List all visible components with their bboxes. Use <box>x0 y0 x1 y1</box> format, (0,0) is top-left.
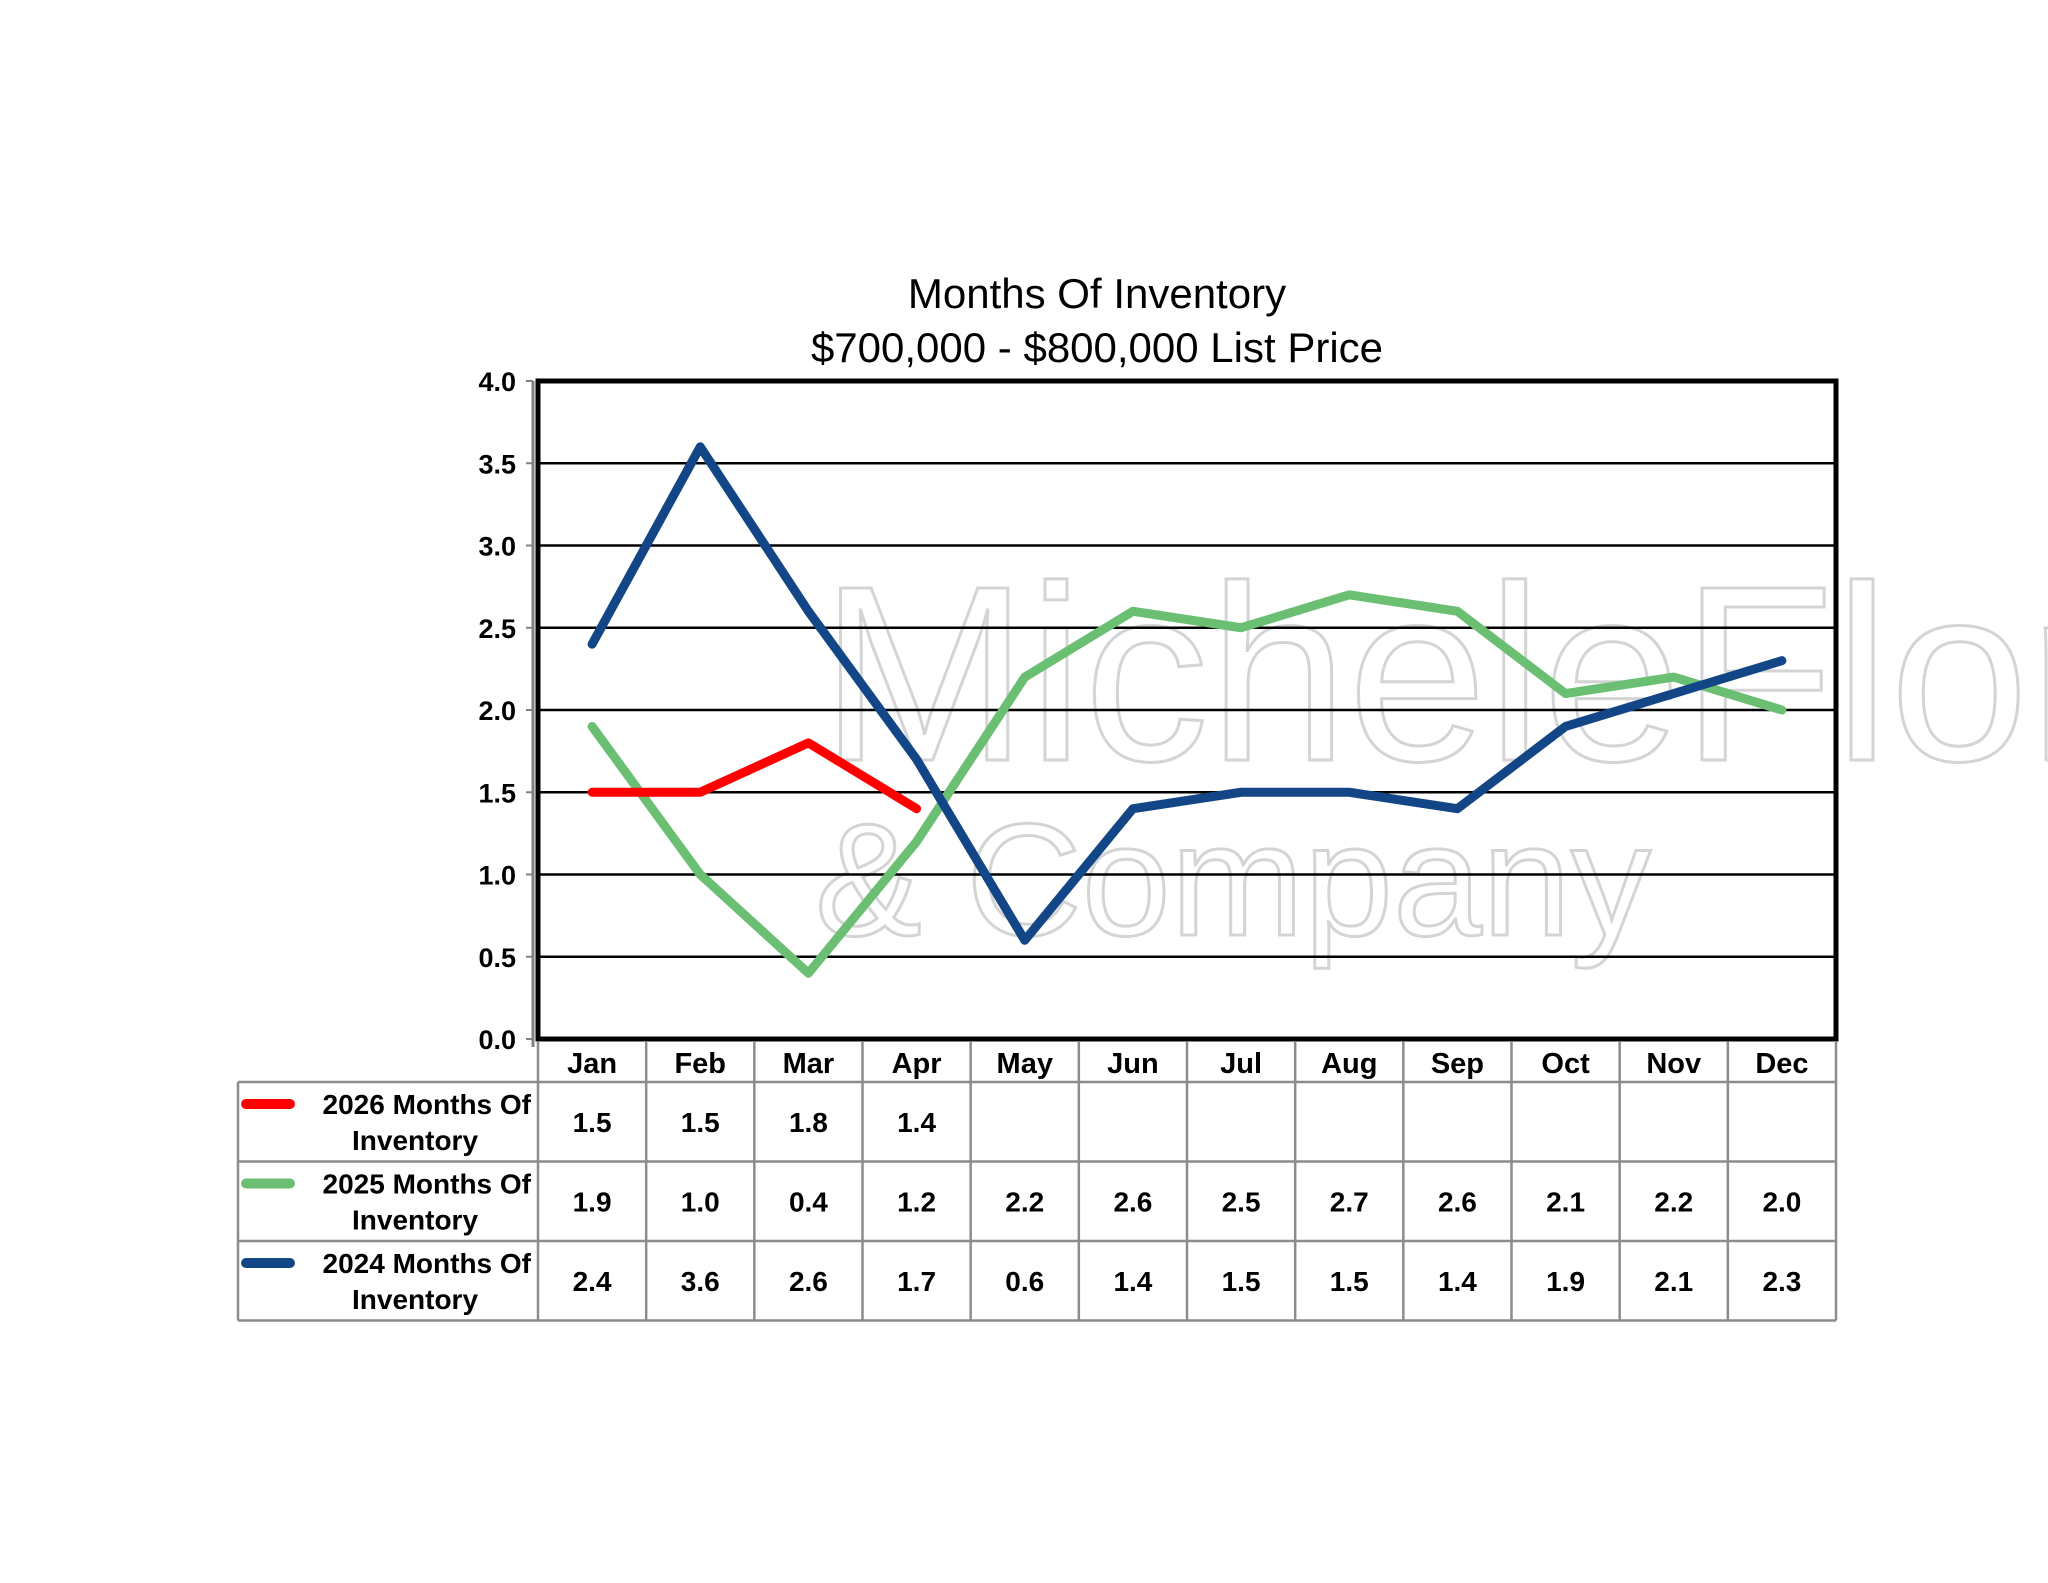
y-tick-label: 1.0 <box>478 861 516 891</box>
x-tick-label: Apr <box>892 1048 942 1080</box>
data-table: Jan Feb Mar Apr May Jun Jul Aug Sep Oct Nov Dec 2026… <box>236 1042 1838 1322</box>
table-cell-value: 0.6 <box>1005 1266 1044 1297</box>
table-cell-value: 2.6 <box>1113 1186 1152 1217</box>
x-tick-label: Sep <box>1431 1048 1484 1080</box>
y-tick-label: 0.0 <box>478 1025 516 1055</box>
table-cell-value: 1.5 <box>573 1107 612 1138</box>
series-lines <box>587 442 1787 978</box>
chart-title: Months Of Inventory <box>908 270 1286 317</box>
legend-label: 2024 Months Of <box>323 1248 532 1279</box>
table-cell-value: 3.6 <box>681 1266 720 1297</box>
table-cell-value: 2.0 <box>1762 1186 1801 1217</box>
x-tick-label: Dec <box>1755 1048 1808 1080</box>
x-tick-label: Feb <box>674 1048 726 1080</box>
x-tick-label: Aug <box>1321 1048 1377 1080</box>
series-line-2026 <box>587 738 922 814</box>
legend-label: Inventory <box>352 1125 478 1156</box>
table-cell-value: 2.2 <box>1005 1186 1044 1217</box>
watermark-name: MicheleFlory <box>820 534 2048 813</box>
y-tick-label: 2.5 <box>478 614 516 644</box>
table-cell-value: 2.4 <box>573 1266 612 1297</box>
legend-label: 2026 Months Of <box>323 1089 532 1120</box>
table-cell-value: 0.4 <box>789 1186 828 1217</box>
legend-label: Inventory <box>352 1205 478 1236</box>
x-tick-label: Jul <box>1220 1048 1262 1080</box>
table-cell-value: 2.7 <box>1330 1186 1369 1217</box>
x-tick-label: Nov <box>1646 1048 1701 1080</box>
y-axis: 0.0 0.5 1.0 1.5 2.0 2.5 3.0 3.5 4.0 <box>478 367 535 1055</box>
x-tick-label: Oct <box>1541 1048 1590 1080</box>
table-cell-value: 1.0 <box>681 1186 720 1217</box>
table-cell-value: 1.5 <box>1222 1266 1261 1297</box>
table-cell-value: 1.9 <box>1546 1266 1585 1297</box>
table-cell-value: 2.1 <box>1546 1186 1585 1217</box>
table-cell-value: 1.4 <box>1113 1266 1152 1297</box>
table-cell-value: 2.5 <box>1222 1186 1261 1217</box>
x-tick-label: Mar <box>783 1048 835 1080</box>
legend-label: 2025 Months Of <box>323 1169 532 1200</box>
legend-label: Inventory <box>352 1284 478 1315</box>
table-cell-value: 2.1 <box>1654 1266 1693 1297</box>
chart-subtitle: $700,000 - $800,000 List Price <box>811 324 1383 371</box>
x-tick-label: May <box>997 1048 1053 1080</box>
series-line-2024 <box>587 442 1787 945</box>
watermark-company: & Company <box>815 790 1651 969</box>
plot-area-border <box>535 378 1839 1042</box>
y-tick-label: 3.5 <box>478 449 516 479</box>
table-cell-value: 2.2 <box>1654 1186 1693 1217</box>
table-cell-value: 2.3 <box>1762 1266 1801 1297</box>
table-cell-value: 1.9 <box>573 1186 612 1217</box>
table-cell-value: 1.5 <box>1330 1266 1369 1297</box>
y-tick-label: 2.0 <box>478 696 516 726</box>
series-line-2025 <box>587 590 1787 978</box>
table-cell-value: 1.4 <box>897 1107 936 1138</box>
x-tick-label: Jan <box>567 1048 617 1080</box>
table-cell-value: 1.2 <box>897 1186 936 1217</box>
x-tick-label: Jun <box>1107 1048 1159 1080</box>
table-cell-value: 1.4 <box>1438 1266 1477 1297</box>
table-cell-value: 1.8 <box>789 1107 828 1138</box>
y-tick-label: 3.0 <box>478 532 516 562</box>
table-cell-value: 1.7 <box>897 1266 936 1297</box>
y-tick-label: 1.5 <box>478 778 516 808</box>
table-cell-value: 2.6 <box>1438 1186 1477 1217</box>
y-tick-label: 0.5 <box>478 943 516 973</box>
y-tick-label: 4.0 <box>478 367 516 397</box>
table-cell-value: 2.6 <box>789 1266 828 1297</box>
table-cell-value: 1.5 <box>681 1107 720 1138</box>
